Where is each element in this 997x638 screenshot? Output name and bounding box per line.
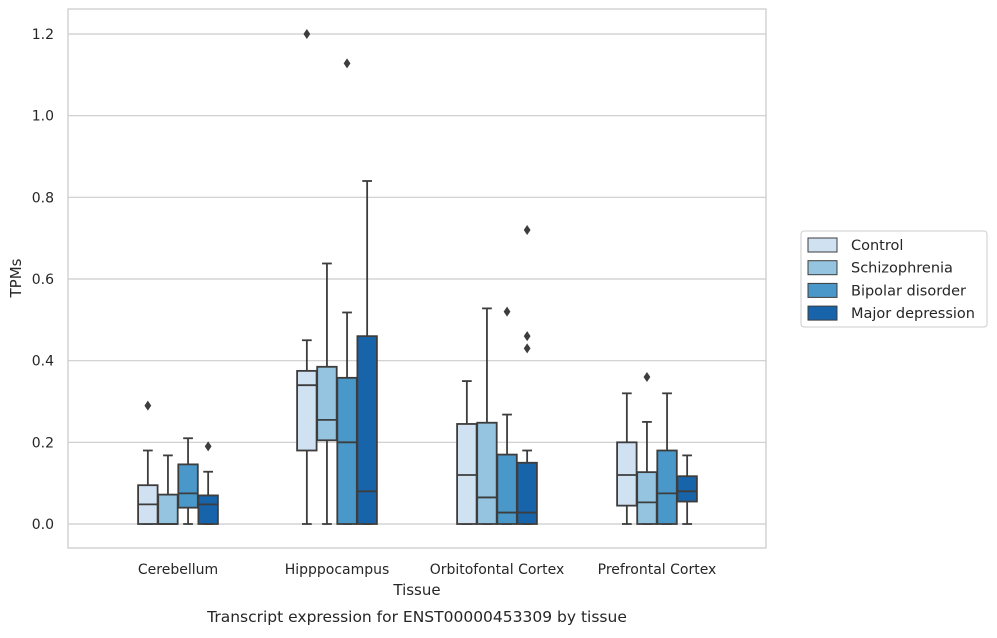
box-body (656, 449, 678, 525)
box-3-1 (636, 372, 658, 525)
box-body (356, 335, 378, 525)
box-body (616, 441, 638, 507)
x-tick-label: Prefrontal Cortex (598, 562, 717, 578)
box-1-1 (316, 262, 338, 525)
outlier-point (204, 441, 212, 452)
boxes (137, 29, 698, 525)
box-body (316, 365, 338, 442)
x-axis-label: Tissue (392, 581, 440, 599)
outlier-point (643, 372, 651, 382)
box-body (676, 475, 698, 503)
box-body (157, 493, 179, 525)
box-0-2 (177, 437, 199, 525)
box-2-0 (456, 380, 478, 525)
legend: Control Schizophrenia Bipolar disorder Majo… (800, 230, 988, 328)
x-tick-label: Cerebellum (138, 562, 218, 578)
y-tick-label: 0.4 (32, 354, 54, 370)
box-body (456, 423, 478, 525)
outlier-point (523, 225, 531, 235)
outlier-point (523, 331, 531, 342)
legend-label: Major depression (851, 306, 975, 322)
outlier-point (303, 29, 311, 39)
legend-swatch (807, 260, 838, 276)
plot-frame (67, 8, 767, 549)
box-body (336, 376, 358, 525)
box-body (197, 494, 219, 525)
y-tick-labels: 0.0 0.2 0.4 0.6 0.8 1.0 1.2 (32, 27, 54, 533)
y-tick-label: 1.2 (32, 27, 54, 43)
legend-label: Bipolar disorder (851, 283, 966, 299)
box-3-2 (656, 392, 678, 525)
legend-label: Control (851, 238, 903, 254)
y-tick-label: 0.2 (32, 435, 54, 451)
outlier-point (144, 400, 152, 411)
y-axis-label: TPMs (7, 258, 25, 298)
chart-caption: Transcript expression for ENST0000045330… (206, 608, 627, 626)
box-2-1 (476, 307, 498, 525)
y-tick-label: 0.8 (32, 190, 54, 206)
box-2-3 (516, 225, 538, 525)
y-tick-label: 0.6 (32, 272, 54, 288)
box-body (516, 461, 538, 525)
box-0-1 (157, 454, 179, 525)
box-body (476, 421, 498, 525)
outlier-point (523, 343, 531, 354)
box-0-0 (137, 400, 159, 525)
outlier-point (503, 306, 511, 317)
y-tick-label: 1.0 (32, 109, 54, 125)
box-body (496, 453, 518, 525)
y-tick-label: 0.0 (32, 517, 54, 533)
box-body (636, 471, 658, 525)
x-tick-labels: Cerebellum Hipppocampus Orbitofontal Corte… (138, 562, 716, 578)
legend-label: Schizophrenia (851, 261, 953, 277)
legend-swatch (807, 237, 838, 253)
legend-frame (800, 230, 988, 328)
x-tick-label: Hipppocampus (285, 562, 390, 578)
x-tick-label: Orbitofontal Cortex (430, 562, 565, 578)
box-body (177, 463, 199, 509)
box-1-3 (356, 180, 378, 525)
box-0-3 (197, 441, 219, 525)
box-3-3 (676, 454, 698, 525)
legend-swatch (807, 305, 838, 321)
outlier-point (343, 58, 351, 69)
box-body (296, 369, 318, 452)
legend-swatch (807, 282, 838, 298)
